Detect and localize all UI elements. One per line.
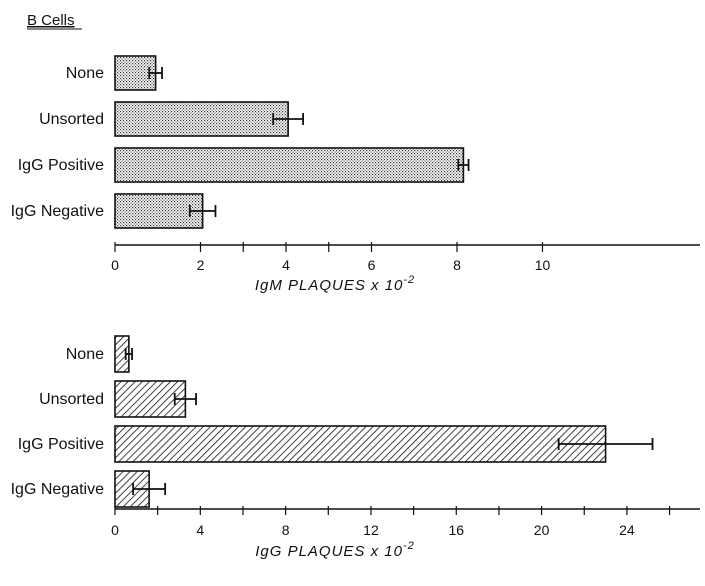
igm-bar	[114, 147, 465, 183]
igg-category-label: None	[66, 346, 104, 363]
igg-category-label: Unsorted	[39, 391, 104, 408]
igm-category-label: IgG Negative	[11, 203, 104, 220]
igm-x-tick-label: 10	[535, 257, 551, 273]
igm-category-label: IgG Positive	[18, 157, 104, 174]
igm-x-tick-label: 2	[197, 257, 205, 273]
igg-category-label: IgG Positive	[18, 436, 104, 453]
chart-title: B Cells	[27, 12, 75, 29]
igg-x-tick-label: 4	[196, 522, 204, 538]
igm-panel: None Unsorted IgG Positive IgG Negative 0 2 4 6…	[11, 55, 700, 294]
igg-x-tick-label: 20	[534, 522, 550, 538]
igm-x-tick-label: 8	[453, 257, 461, 273]
igm-category-label: None	[66, 65, 104, 82]
igm-category-label: Unsorted	[39, 111, 104, 128]
igg-x-tick-label: 16	[448, 522, 464, 538]
igg-panel: None Unsorted IgG Positive IgG Negative 0 4 8 1…	[11, 335, 700, 560]
igg-bar	[114, 425, 607, 463]
igm-bar	[114, 101, 289, 137]
igg-x-tick-label: 24	[619, 522, 635, 538]
igg-category-label: IgG Negative	[11, 481, 104, 498]
igm-bar	[114, 193, 204, 229]
igg-bar	[114, 380, 187, 418]
igg-x-tick-label: 0	[111, 522, 119, 538]
igm-x-tick-label: 4	[282, 257, 290, 273]
igm-x-tick-label: 0	[111, 257, 119, 273]
igm-x-axis-title: IgM PLAQUES x 10-2	[255, 274, 415, 294]
igg-x-axis-title: IgG PLAQUES x 10-2	[255, 540, 415, 560]
igm-x-tick-label: 6	[368, 257, 376, 273]
igg-x-tick-label: 8	[282, 522, 290, 538]
igg-x-tick-label: 12	[363, 522, 379, 538]
